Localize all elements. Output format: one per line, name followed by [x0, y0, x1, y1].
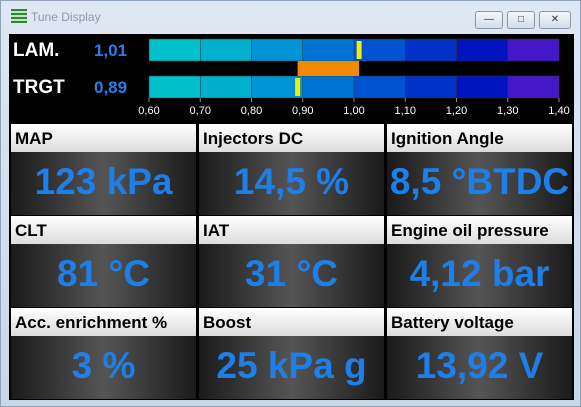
- close-button[interactable]: ✕: [539, 11, 571, 29]
- gauge-label: IAT: [199, 216, 384, 244]
- gauge-cell: CLT 81 °C: [11, 216, 196, 307]
- maximize-button[interactable]: □: [507, 11, 535, 29]
- gauge-value: 13,92 V: [387, 336, 572, 399]
- scale-segment: [148, 75, 201, 99]
- scale-segment: [302, 75, 355, 99]
- app-icon: [11, 9, 27, 23]
- tick-label: 0,90: [292, 105, 313, 117]
- gauge-value: 31 °C: [199, 244, 384, 307]
- gauge-cell: Battery voltage 13,92 V: [387, 308, 572, 399]
- tick-label: 1,40: [548, 105, 569, 117]
- window-title: Tune Display: [31, 10, 101, 24]
- scale-segment: [200, 75, 252, 99]
- lambda-difference: [297, 61, 360, 76]
- scale-segment: [302, 38, 355, 62]
- scale-segment: [200, 38, 252, 62]
- gauge-value: 4,12 bar: [387, 244, 572, 307]
- minimize-button[interactable]: —: [475, 11, 503, 29]
- scale-segment: [456, 75, 508, 99]
- scale-segment: [148, 38, 201, 62]
- gauge-value: 14,5 %: [199, 152, 384, 215]
- gauge-value: 25 kPa g: [199, 336, 384, 399]
- gauge-value: 3 %: [11, 336, 196, 399]
- scale-segment: [507, 75, 560, 99]
- lambda-gauge: LAM. 1,01 TRGT 0,89 0,60 0,70 0,80 0,90 1,00 1,10…: [13, 38, 570, 117]
- row-label: TRGT: [13, 77, 65, 98]
- gauge-cell: Acc. enrichment % 3 %: [11, 308, 196, 399]
- row-label: LAM.: [13, 40, 59, 61]
- gauge-value: 123 kPa: [11, 152, 196, 215]
- tick-label: 1,30: [497, 105, 518, 117]
- gauge-label: Engine oil pressure: [387, 216, 572, 244]
- gauge-label: Acc. enrichment %: [11, 308, 196, 336]
- tick-label: 1,10: [395, 105, 416, 117]
- gauge-cell: Injectors DC 14,5 %: [199, 124, 384, 215]
- gauge-cell: Ignition Angle 8,5 °BTDC: [387, 124, 572, 215]
- scale-segment: [507, 38, 560, 62]
- tick-label: 0,60: [138, 105, 159, 117]
- scale-segment: [353, 38, 406, 62]
- scale-segment: [251, 75, 303, 99]
- gauge-cell: Boost 25 kPa g: [199, 308, 384, 399]
- tick-label: 1,00: [343, 105, 364, 117]
- scale-segment: [405, 38, 457, 62]
- gauge-label: Ignition Angle: [387, 124, 572, 152]
- value-marker: [295, 78, 301, 96]
- value-marker: [356, 41, 362, 59]
- gauge-label: CLT: [11, 216, 196, 244]
- scale-segment: [251, 38, 303, 62]
- row-value: 0,89: [94, 78, 127, 97]
- scale-segment: [405, 75, 457, 99]
- gauge-value: 81 °C: [11, 244, 196, 307]
- tick-label: 0,80: [241, 105, 262, 117]
- row-value: 1,01: [94, 41, 127, 60]
- scale-segment: [456, 38, 508, 62]
- display-area: LAM. 1,01 TRGT 0,89 0,60 0,70 0,80 0,90 1,00 1,10…: [9, 34, 574, 400]
- tick-label: 1,20: [446, 105, 467, 117]
- gauge-value: 8,5 °BTDC: [387, 152, 572, 215]
- gauge-cell: MAP 123 kPa: [11, 124, 196, 215]
- gauge-cell: Engine oil pressure 4,12 bar: [387, 216, 572, 307]
- tick-label: 0,70: [190, 105, 211, 117]
- gauge-label: Battery voltage: [387, 308, 572, 336]
- gauge-cell: IAT 31 °C: [199, 216, 384, 307]
- gauge-label: Injectors DC: [199, 124, 384, 152]
- gauge-label: MAP: [11, 124, 196, 152]
- scale-segment: [353, 75, 406, 99]
- gauge-label: Boost: [199, 308, 384, 336]
